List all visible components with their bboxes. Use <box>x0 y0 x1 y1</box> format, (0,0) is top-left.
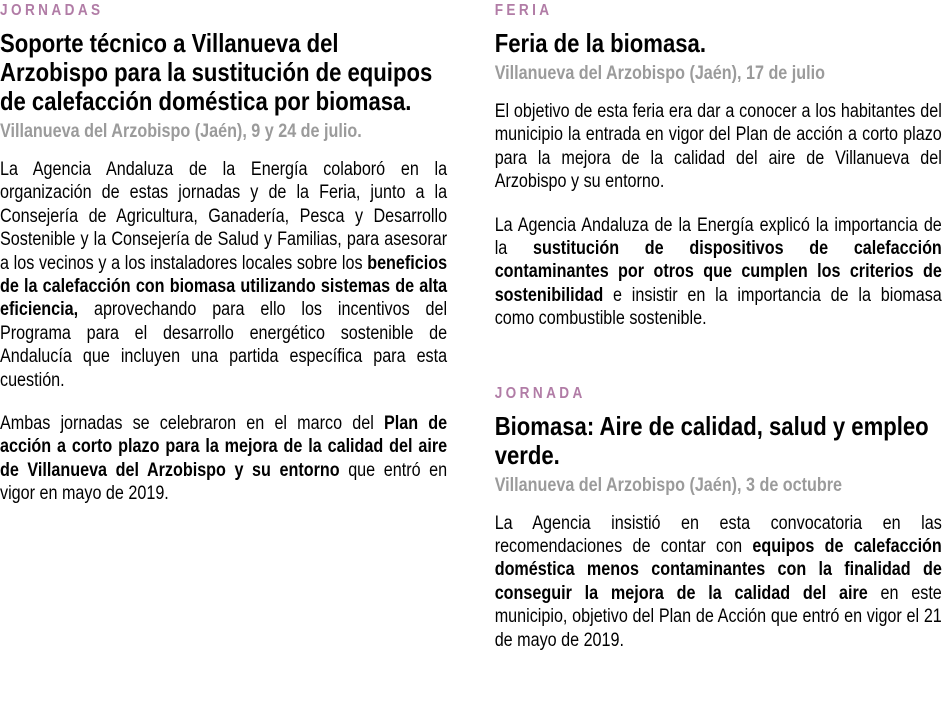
body-text: El objetivo de esta feria era dar a cono… <box>494 101 942 193</box>
emphasized-text: equipos de calefacción doméstica menos c… <box>494 536 942 604</box>
body-text: La Agencia Andaluza de la Energía explic… <box>494 214 942 260</box>
body-text: Ambas jornadas se celebraron en el marco… <box>0 413 384 435</box>
body-text: e insistir en la importancia de la bioma… <box>494 284 942 330</box>
body-text: en este municipio, objetivo del Plan de … <box>494 582 942 651</box>
body-text: aprovechando para ello los incentivos de… <box>0 299 448 391</box>
left-column: JORNADAS Soporte técnico a Villanueva de… <box>0 2 447 652</box>
article-jornada: JORNADA Biomasa: Aire de calidad, salud … <box>495 385 942 652</box>
emphasized-text: sustitución de dispositivos de calefacci… <box>494 238 942 306</box>
article-paragraph: Ambas jornadas se celebraron en el marco… <box>0 412 447 506</box>
body-text: La Agencia insistió en esta convocatoria… <box>494 512 942 558</box>
article-feria: FERIA Feria de la biomasa. Villanueva de… <box>495 2 942 331</box>
article-jornadas: JORNADAS Soporte técnico a Villanueva de… <box>0 2 447 506</box>
article-kicker: JORNADAS <box>0 2 104 19</box>
body-text: La Agencia Andaluza de la Energía colabo… <box>0 159 448 274</box>
article-title: Biomasa: Aire de calidad, salud y empleo… <box>494 410 929 470</box>
article-paragraph: La Agencia Andaluza de la Energía explic… <box>495 214 942 331</box>
right-column: FERIA Feria de la biomasa. Villanueva de… <box>495 2 942 652</box>
article-title: Soporte técnico a Villanueva del Arzobis… <box>0 28 433 116</box>
two-column-layout: JORNADAS Soporte técnico a Villanueva de… <box>0 2 942 652</box>
emphasized-text: Plan de acción a corto plazo para la mej… <box>0 413 448 481</box>
article-kicker: JORNADA <box>494 384 586 402</box>
emphasized-text: beneficios de la calefacción con biomasa… <box>0 252 448 321</box>
article-kicker: FERIA <box>494 2 553 19</box>
article-dateline: Villanueva del Arzobispo (Jaén), 3 de oc… <box>494 474 843 496</box>
article-dateline: Villanueva del Arzobispo (Jaén), 17 de j… <box>494 63 825 84</box>
article-paragraph: La Agencia insistió en esta convocatoria… <box>495 512 942 652</box>
article-paragraph: El objetivo de esta feria era dar a cono… <box>495 100 942 194</box>
article-paragraph: La Agencia Andaluza de la Energía colabo… <box>0 158 447 392</box>
body-text: que entró en vigor en mayo de 2019. <box>0 459 448 505</box>
article-title: Feria de la biomasa. <box>494 28 706 58</box>
article-dateline: Villanueva del Arzobispo (Jaén), 9 y 24 … <box>0 121 362 142</box>
